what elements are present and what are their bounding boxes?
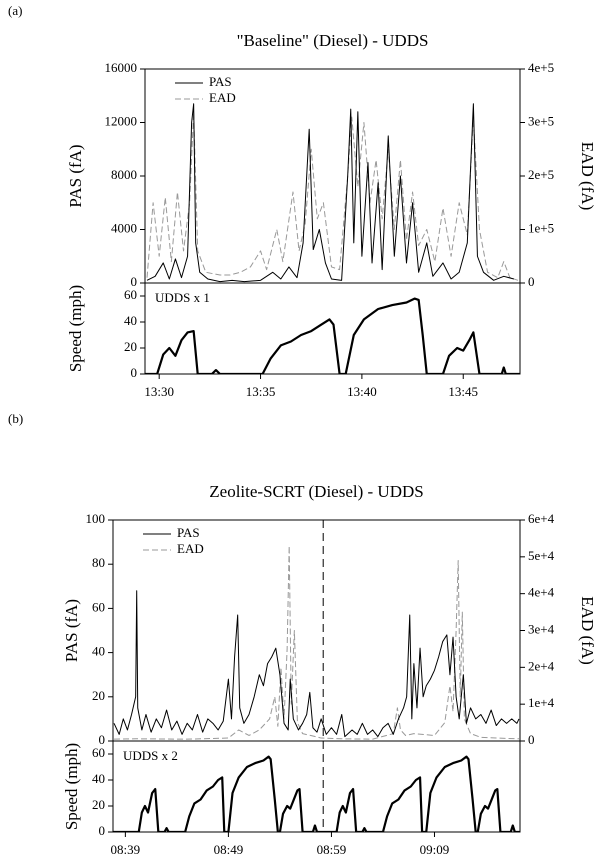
y-axis-label: Speed (mph) — [62, 743, 81, 830]
y-tick-label: 20 — [124, 339, 137, 354]
legend-label: EAD — [209, 90, 236, 105]
legend-label: EAD — [177, 541, 204, 556]
y2-tick-label: 2e+4 — [528, 658, 555, 673]
y-tick-label: 40 — [92, 771, 105, 786]
y2-tick-label: 1e+5 — [528, 220, 554, 235]
y2-tick-label: 6e+4 — [528, 511, 555, 526]
y2-tick-label: 2e+5 — [528, 167, 554, 182]
x-tick-label: 13:45 — [448, 384, 478, 399]
y2-tick-label: 0 — [528, 732, 535, 747]
x-tick-label: 13:30 — [144, 384, 174, 399]
y-tick-label: 80 — [92, 555, 105, 570]
annotation: UDDS x 1 — [155, 290, 210, 305]
y-axis-label: PAS (fA) — [66, 144, 85, 207]
y-tick-label: 60 — [92, 599, 105, 614]
annotation: UDDS x 2 — [123, 748, 178, 763]
series-line — [113, 590, 520, 738]
y2-tick-label: 4e+4 — [528, 585, 555, 600]
x-tick-label: 08:49 — [214, 842, 244, 857]
y-tick-label: 20 — [92, 688, 105, 703]
y2-axis-label: EAD (fA) — [578, 142, 597, 210]
plot-frame — [112, 740, 521, 833]
x-tick-label: 08:39 — [111, 842, 141, 857]
panel-label: (b) — [8, 411, 23, 426]
y-axis-label: Speed (mph) — [66, 285, 85, 372]
x-tick-label: 13:40 — [347, 384, 377, 399]
y-tick-label: 20 — [92, 797, 105, 812]
x-tick-label: 08:59 — [317, 842, 347, 857]
y2-tick-label: 5e+4 — [528, 548, 555, 563]
plot-frame — [144, 282, 521, 375]
series-line — [114, 545, 519, 740]
y-axis-label: PAS (fA) — [62, 599, 81, 662]
y2-tick-label: 1e+4 — [528, 695, 555, 710]
y-tick-label: 0 — [99, 823, 106, 838]
x-tick-label: 13:35 — [246, 384, 276, 399]
y-tick-label: 40 — [92, 644, 105, 659]
y-tick-label: 16000 — [105, 60, 138, 75]
y-tick-label: 0 — [131, 274, 138, 289]
panel-label: (a) — [8, 3, 22, 18]
y-tick-label: 0 — [99, 732, 106, 747]
x-tick-label: 09:09 — [420, 842, 450, 857]
legend-label: PAS — [177, 525, 200, 540]
speed-line — [145, 297, 520, 374]
legend-label: PAS — [209, 74, 232, 89]
plot-frame — [144, 68, 521, 284]
y2-tick-label: 3e+5 — [528, 113, 554, 128]
y-tick-label: 12000 — [105, 113, 138, 128]
y2-tick-label: 3e+4 — [528, 621, 555, 636]
y-tick-label: 60 — [124, 287, 137, 302]
y-tick-label: 60 — [92, 745, 105, 760]
y-tick-label: 8000 — [111, 167, 137, 182]
y2-axis-label: EAD (fA) — [578, 596, 597, 664]
y-tick-label: 4000 — [111, 220, 137, 235]
chart-title: Zeolite-SCRT (Diesel) - UDDS — [209, 482, 423, 501]
y-tick-label: 40 — [124, 313, 137, 328]
series-line — [146, 111, 519, 281]
y2-tick-label: 4e+5 — [528, 60, 554, 75]
speed-line — [113, 755, 520, 832]
series-line — [146, 103, 515, 283]
y-tick-label: 0 — [131, 365, 138, 380]
y2-tick-label: 0 — [528, 274, 535, 289]
y-tick-label: 100 — [86, 511, 106, 526]
chart-title: "Baseline" (Diesel) - UDDS — [237, 31, 429, 50]
